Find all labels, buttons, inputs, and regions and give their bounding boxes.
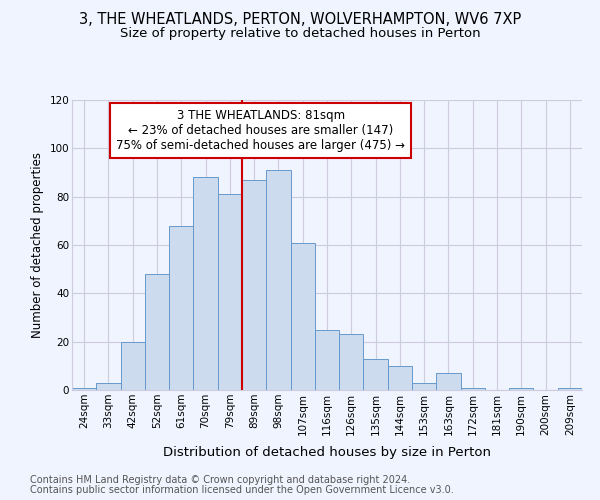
Bar: [315, 330, 339, 390]
Y-axis label: Number of detached properties: Number of detached properties: [31, 152, 44, 338]
Bar: [461, 388, 485, 390]
Bar: [412, 383, 436, 390]
Text: Contains HM Land Registry data © Crown copyright and database right 2024.: Contains HM Land Registry data © Crown c…: [30, 475, 410, 485]
Bar: [558, 388, 582, 390]
Bar: [242, 180, 266, 390]
Text: Size of property relative to detached houses in Perton: Size of property relative to detached ho…: [119, 28, 481, 40]
Bar: [436, 373, 461, 390]
Bar: [121, 342, 145, 390]
Bar: [145, 274, 169, 390]
Bar: [339, 334, 364, 390]
Bar: [96, 383, 121, 390]
Text: Distribution of detached houses by size in Perton: Distribution of detached houses by size …: [163, 446, 491, 459]
Bar: [290, 242, 315, 390]
Bar: [169, 226, 193, 390]
Text: Contains public sector information licensed under the Open Government Licence v3: Contains public sector information licen…: [30, 485, 454, 495]
Bar: [72, 388, 96, 390]
Text: 3 THE WHEATLANDS: 81sqm
← 23% of detached houses are smaller (147)
75% of semi-d: 3 THE WHEATLANDS: 81sqm ← 23% of detache…: [116, 108, 405, 152]
Bar: [509, 388, 533, 390]
Bar: [364, 358, 388, 390]
Text: 3, THE WHEATLANDS, PERTON, WOLVERHAMPTON, WV6 7XP: 3, THE WHEATLANDS, PERTON, WOLVERHAMPTON…: [79, 12, 521, 28]
Bar: [218, 194, 242, 390]
Bar: [193, 178, 218, 390]
Bar: [266, 170, 290, 390]
Bar: [388, 366, 412, 390]
